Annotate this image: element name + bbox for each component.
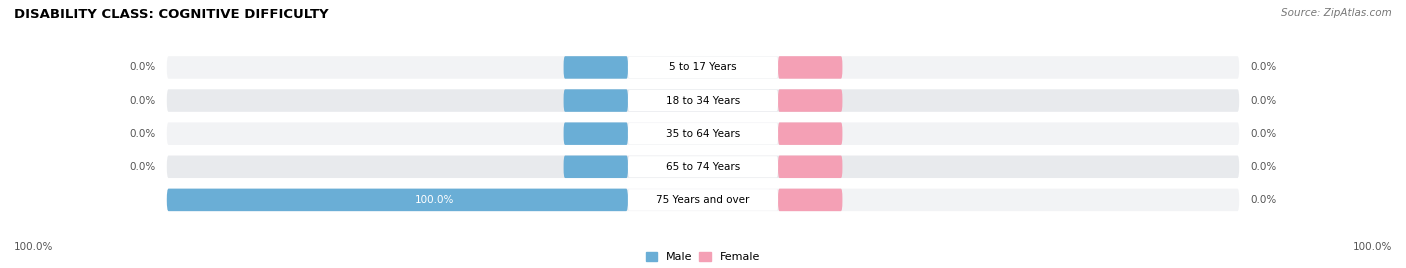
FancyBboxPatch shape bbox=[778, 89, 842, 112]
FancyBboxPatch shape bbox=[778, 189, 842, 211]
Text: 0.0%: 0.0% bbox=[129, 129, 156, 139]
FancyBboxPatch shape bbox=[167, 189, 628, 211]
Text: DISABILITY CLASS: COGNITIVE DIFFICULTY: DISABILITY CLASS: COGNITIVE DIFFICULTY bbox=[14, 8, 329, 21]
FancyBboxPatch shape bbox=[564, 155, 628, 178]
FancyBboxPatch shape bbox=[628, 189, 778, 210]
Text: 0.0%: 0.0% bbox=[129, 162, 156, 172]
Text: 100.0%: 100.0% bbox=[1353, 242, 1392, 252]
Legend: Male, Female: Male, Female bbox=[647, 252, 759, 262]
Text: 65 to 74 Years: 65 to 74 Years bbox=[666, 162, 740, 172]
Text: 0.0%: 0.0% bbox=[1250, 195, 1277, 205]
FancyBboxPatch shape bbox=[628, 156, 778, 177]
FancyBboxPatch shape bbox=[167, 89, 1239, 112]
Text: 100.0%: 100.0% bbox=[14, 242, 53, 252]
Text: 18 to 34 Years: 18 to 34 Years bbox=[666, 96, 740, 106]
FancyBboxPatch shape bbox=[564, 122, 628, 145]
FancyBboxPatch shape bbox=[167, 155, 1239, 178]
Text: 0.0%: 0.0% bbox=[1250, 62, 1277, 72]
Text: Source: ZipAtlas.com: Source: ZipAtlas.com bbox=[1281, 8, 1392, 18]
Text: 100.0%: 100.0% bbox=[415, 195, 454, 205]
Text: 5 to 17 Years: 5 to 17 Years bbox=[669, 62, 737, 72]
Text: 0.0%: 0.0% bbox=[129, 96, 156, 106]
FancyBboxPatch shape bbox=[167, 56, 1239, 79]
FancyBboxPatch shape bbox=[167, 189, 1239, 211]
Text: 0.0%: 0.0% bbox=[1250, 162, 1277, 172]
FancyBboxPatch shape bbox=[628, 123, 778, 144]
FancyBboxPatch shape bbox=[564, 89, 628, 112]
FancyBboxPatch shape bbox=[778, 56, 842, 79]
Text: 0.0%: 0.0% bbox=[1250, 96, 1277, 106]
Text: 0.0%: 0.0% bbox=[1250, 129, 1277, 139]
FancyBboxPatch shape bbox=[564, 56, 628, 79]
Text: 35 to 64 Years: 35 to 64 Years bbox=[666, 129, 740, 139]
FancyBboxPatch shape bbox=[628, 57, 778, 78]
FancyBboxPatch shape bbox=[778, 155, 842, 178]
FancyBboxPatch shape bbox=[628, 90, 778, 111]
FancyBboxPatch shape bbox=[167, 122, 1239, 145]
FancyBboxPatch shape bbox=[778, 122, 842, 145]
Text: 75 Years and over: 75 Years and over bbox=[657, 195, 749, 205]
Text: 0.0%: 0.0% bbox=[129, 62, 156, 72]
